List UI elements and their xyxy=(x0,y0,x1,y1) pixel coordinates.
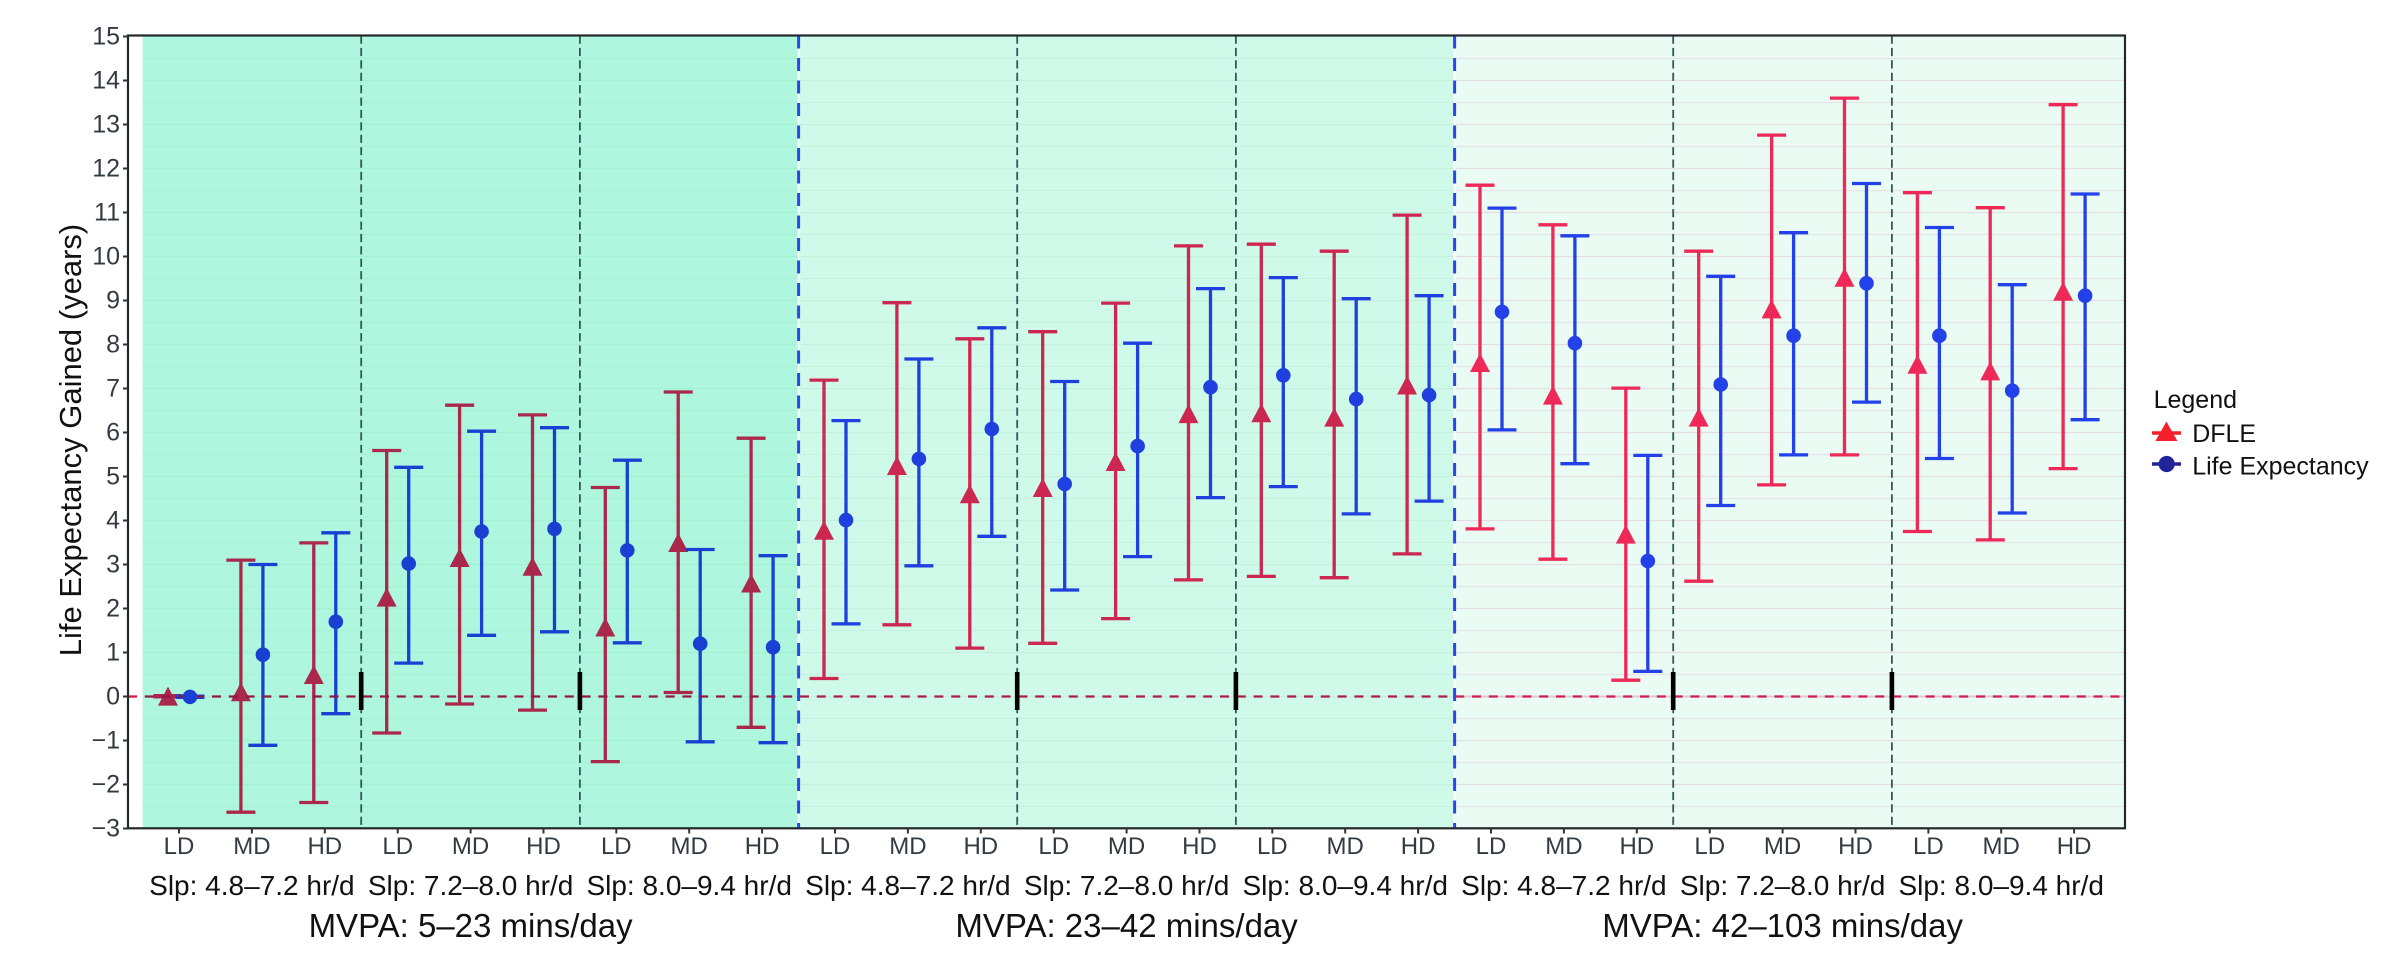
svg-text:HD: HD xyxy=(307,833,342,860)
svg-text:MVPA: 23–42 mins/day: MVPA: 23–42 mins/day xyxy=(955,907,1298,944)
svg-text:HD: HD xyxy=(745,833,780,860)
svg-text:MD: MD xyxy=(233,833,270,860)
svg-text:MVPA: 5–23 mins/day: MVPA: 5–23 mins/day xyxy=(309,907,634,944)
svg-text:Slp: 8.0–9.4 hr/d: Slp: 8.0–9.4 hr/d xyxy=(1242,870,1447,901)
svg-text:MVPA: 42–103 mins/day: MVPA: 42–103 mins/day xyxy=(1602,907,1963,944)
svg-text:Slp: 7.2–8.0 hr/d: Slp: 7.2–8.0 hr/d xyxy=(1024,870,1229,901)
svg-text:MD: MD xyxy=(1108,833,1145,860)
svg-text:6: 6 xyxy=(106,419,120,447)
svg-text:LD: LD xyxy=(1694,833,1725,860)
svg-text:−2: −2 xyxy=(91,771,120,799)
svg-text:Slp: 4.8–7.2 hr/d: Slp: 4.8–7.2 hr/d xyxy=(149,870,354,901)
svg-text:LD: LD xyxy=(1257,833,1288,860)
svg-text:0: 0 xyxy=(106,683,120,711)
svg-text:MD: MD xyxy=(452,833,489,860)
svg-text:Slp: 4.8–7.2 hr/d: Slp: 4.8–7.2 hr/d xyxy=(1461,870,1666,901)
svg-text:HD: HD xyxy=(1619,833,1654,860)
svg-text:13: 13 xyxy=(92,111,120,139)
svg-text:HD: HD xyxy=(2057,833,2092,860)
svg-text:HD: HD xyxy=(1401,833,1436,860)
svg-text:MD: MD xyxy=(889,833,926,860)
svg-text:LD: LD xyxy=(1038,833,1069,860)
svg-text:HD: HD xyxy=(963,833,998,860)
svg-text:10: 10 xyxy=(92,243,120,271)
svg-text:LD: LD xyxy=(1913,833,1944,860)
svg-text:8: 8 xyxy=(106,331,120,359)
svg-text:MD: MD xyxy=(1764,833,1801,860)
svg-text:Slp: 8.0–9.4 hr/d: Slp: 8.0–9.4 hr/d xyxy=(1898,870,2103,901)
svg-text:Life Expectancy: Life Expectancy xyxy=(2192,453,2369,481)
svg-text:LD: LD xyxy=(820,833,851,860)
svg-text:Slp: 7.2–8.0 hr/d: Slp: 7.2–8.0 hr/d xyxy=(1680,870,1885,901)
svg-text:LD: LD xyxy=(601,833,632,860)
svg-text:4: 4 xyxy=(106,507,120,535)
svg-text:5: 5 xyxy=(106,463,120,491)
svg-text:12: 12 xyxy=(92,155,120,183)
svg-text:Slp: 8.0–9.4 hr/d: Slp: 8.0–9.4 hr/d xyxy=(586,870,791,901)
svg-text:7: 7 xyxy=(106,375,120,403)
svg-text:−1: −1 xyxy=(91,727,120,755)
svg-text:DFLE: DFLE xyxy=(2192,420,2256,448)
svg-text:−3: −3 xyxy=(91,815,120,843)
svg-text:3: 3 xyxy=(106,551,120,579)
svg-text:LD: LD xyxy=(382,833,413,860)
svg-text:14: 14 xyxy=(92,67,120,95)
svg-text:MD: MD xyxy=(1983,833,2020,860)
svg-text:1: 1 xyxy=(106,639,120,667)
svg-text:11: 11 xyxy=(94,199,120,227)
svg-text:15: 15 xyxy=(92,23,120,51)
svg-text:HD: HD xyxy=(1838,833,1873,860)
svg-text:Slp: 4.8–7.2 hr/d: Slp: 4.8–7.2 hr/d xyxy=(805,870,1010,901)
svg-text:Legend: Legend xyxy=(2154,386,2237,414)
svg-text:MD: MD xyxy=(1327,833,1364,860)
svg-text:MD: MD xyxy=(671,833,708,860)
svg-text:HD: HD xyxy=(1182,833,1217,860)
svg-text:MD: MD xyxy=(1545,833,1582,860)
svg-text:Slp: 7.2–8.0 hr/d: Slp: 7.2–8.0 hr/d xyxy=(368,870,573,901)
svg-text:2: 2 xyxy=(106,595,120,623)
svg-text:HD: HD xyxy=(526,833,561,860)
svg-text:LD: LD xyxy=(164,833,195,860)
svg-text:LD: LD xyxy=(1476,833,1507,860)
svg-text:Life Expectancy Gained (years): Life Expectancy Gained (years) xyxy=(53,224,88,657)
svg-text:9: 9 xyxy=(106,287,120,315)
